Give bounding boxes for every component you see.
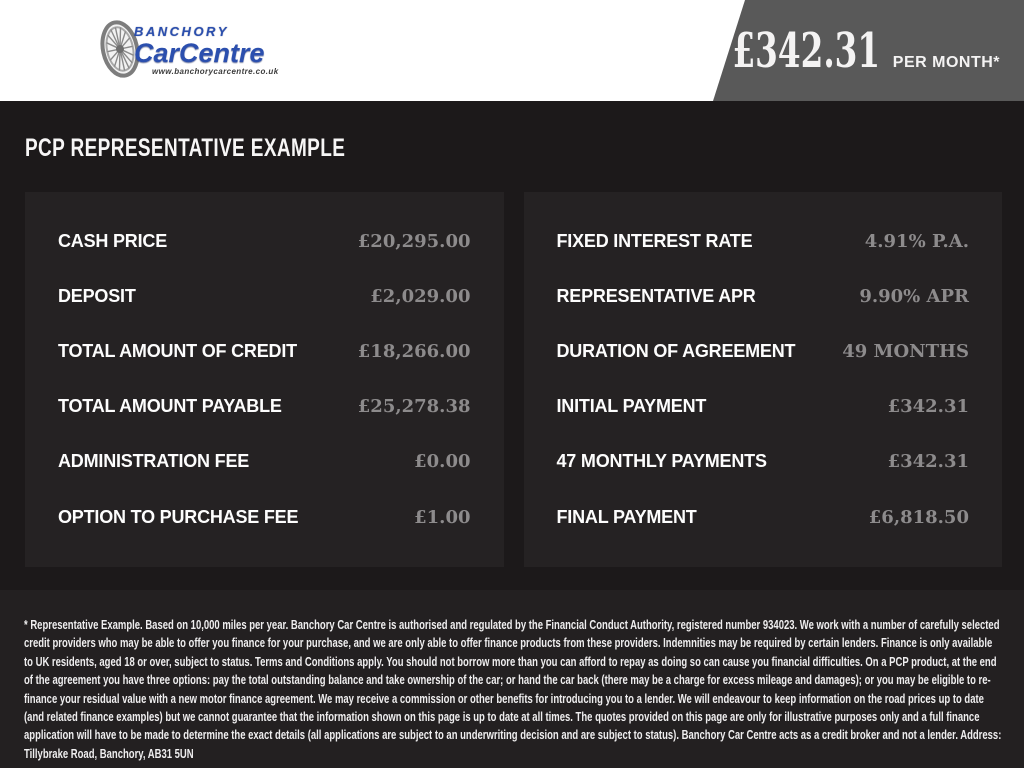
row-label: REPRESENTATIVE APR bbox=[556, 286, 756, 307]
row-option-to-purchase-fee: OPTION TO PURCHASE FEE £1.00 bbox=[58, 489, 471, 544]
row-cash-price: CASH PRICE £20,295.00 bbox=[58, 214, 471, 269]
row-value: £18,266.00 bbox=[357, 341, 471, 363]
row-value: £2,029.00 bbox=[370, 286, 471, 308]
row-label: DEPOSIT bbox=[58, 286, 136, 307]
row-label: DURATION OF AGREEMENT bbox=[556, 341, 796, 362]
row-value: £342.31 bbox=[887, 451, 969, 473]
row-label: OPTION TO PURCHASE FEE bbox=[58, 506, 299, 527]
row-label: TOTAL AMOUNT OF CREDIT bbox=[58, 341, 297, 362]
finance-panels: CASH PRICE £20,295.00 DEPOSIT £2,029.00 … bbox=[25, 192, 1002, 567]
row-representative-apr: REPRESENTATIVE APR 9.90% APR bbox=[557, 269, 970, 324]
row-label: 47 MONTHLY PAYMENTS bbox=[556, 451, 767, 472]
row-fixed-interest-rate: FIXED INTEREST RATE 4.91% P.A. bbox=[557, 214, 970, 269]
row-label: FINAL PAYMENT bbox=[556, 506, 697, 527]
monthly-price-amount: £342.31 bbox=[732, 22, 880, 79]
row-final-payment: FINAL PAYMENT £6,818.50 bbox=[557, 489, 970, 544]
row-deposit: DEPOSIT £2,029.00 bbox=[58, 269, 471, 324]
row-label: ADMINISTRATION FEE bbox=[58, 451, 250, 472]
row-value: £1.00 bbox=[414, 506, 471, 528]
row-value: £6,818.50 bbox=[868, 506, 969, 528]
finance-panel-right: FIXED INTEREST RATE 4.91% P.A. REPRESENT… bbox=[523, 192, 1002, 567]
row-value: £20,295.00 bbox=[357, 231, 471, 253]
logo-text-carcentre: CarCentre bbox=[134, 38, 265, 68]
row-label: CASH PRICE bbox=[58, 231, 168, 252]
row-label: FIXED INTEREST RATE bbox=[556, 231, 753, 252]
alloy-wheel-icon bbox=[98, 16, 142, 87]
row-label: INITIAL PAYMENT bbox=[556, 396, 707, 417]
row-administration-fee: ADMINISTRATION FEE £0.00 bbox=[58, 434, 471, 489]
row-total-amount-payable: TOTAL AMOUNT PAYABLE £25,278.38 bbox=[58, 379, 471, 434]
row-duration-of-agreement: DURATION OF AGREEMENT 49 MONTHS bbox=[557, 324, 970, 379]
row-value: £342.31 bbox=[887, 396, 969, 418]
row-monthly-payments: 47 MONTHLY PAYMENTS £342.31 bbox=[557, 434, 970, 489]
row-value: £0.00 bbox=[414, 451, 471, 473]
header-bar: BANCHORY CarCentre www.banchorycarcentre… bbox=[0, 0, 1024, 101]
row-total-amount-of-credit: TOTAL AMOUNT OF CREDIT £18,266.00 bbox=[58, 324, 471, 379]
logo-website-url: www.banchorycarcentre.co.uk bbox=[152, 67, 279, 76]
row-label: TOTAL AMOUNT PAYABLE bbox=[58, 396, 282, 417]
legal-footer: * Representative Example. Based on 10,00… bbox=[0, 590, 1024, 768]
monthly-price-suffix: PER MONTH* bbox=[892, 53, 1000, 71]
legal-disclaimer-text: * Representative Example. Based on 10,00… bbox=[24, 617, 1002, 761]
row-initial-payment: INITIAL PAYMENT £342.31 bbox=[557, 379, 970, 434]
dealer-logo[interactable]: BANCHORY CarCentre www.banchorycarcentre… bbox=[98, 15, 279, 87]
row-value: £25,278.38 bbox=[357, 396, 471, 418]
row-value: 4.91% P.A. bbox=[864, 231, 969, 253]
logo-text-banchory: BANCHORY bbox=[134, 24, 229, 39]
row-value: 49 MONTHS bbox=[842, 341, 969, 363]
monthly-price-banner: £342.31 PER MONTH* bbox=[713, 0, 1024, 101]
finance-panel-left: CASH PRICE £20,295.00 DEPOSIT £2,029.00 … bbox=[25, 192, 504, 567]
row-value: 9.90% APR bbox=[859, 286, 969, 308]
page-title: PCP REPRESENTATIVE EXAMPLE bbox=[25, 134, 346, 162]
